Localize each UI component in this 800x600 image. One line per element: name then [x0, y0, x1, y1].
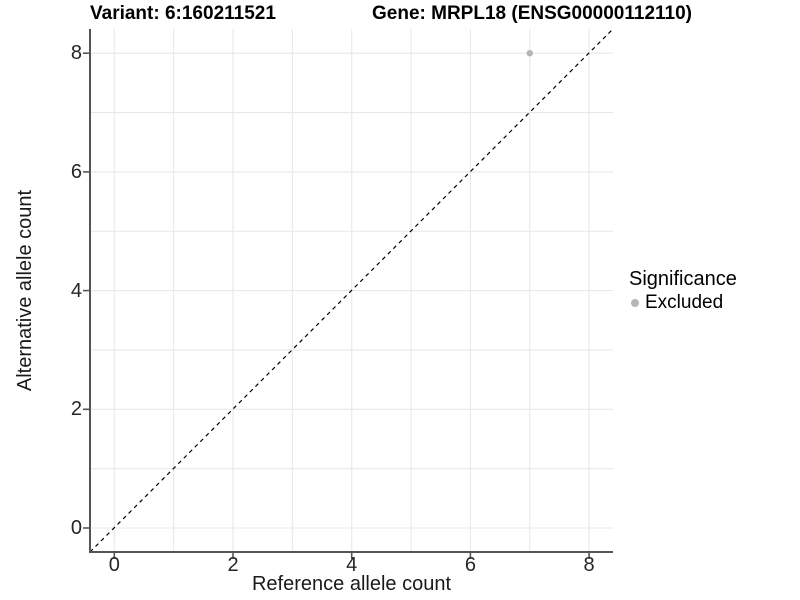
y-tick-label: 4 [70, 279, 82, 302]
legend-item-excluded: Excluded [629, 292, 737, 314]
y-tick-label: 0 [70, 517, 82, 539]
y-tick-label: 2 [70, 398, 82, 421]
x-tick-label: 6 [464, 554, 476, 576]
excluded-point-icon [631, 299, 639, 307]
y-tick-label: 6 [70, 160, 82, 183]
legend-title: Significance [629, 268, 737, 290]
legend: Significance Excluded [629, 268, 737, 314]
identity-line [89, 28, 614, 553]
x-tick-label: 2 [227, 554, 239, 576]
y-tick-label: 8 [70, 42, 82, 65]
data-point [526, 50, 533, 57]
x-tick-label: 4 [346, 554, 358, 576]
x-axis-title: Reference allele count [251, 573, 451, 595]
x-tick-label: 8 [583, 554, 595, 576]
variant-title: Variant: 6:160211521 [90, 3, 276, 24]
gene-title: Gene: MRPL18 (ENSG00000112110) [372, 3, 693, 24]
legend-item-label: Excluded [645, 292, 724, 313]
y-axis-title: Alternative allele count [14, 189, 36, 392]
x-tick-label: 0 [108, 554, 120, 576]
